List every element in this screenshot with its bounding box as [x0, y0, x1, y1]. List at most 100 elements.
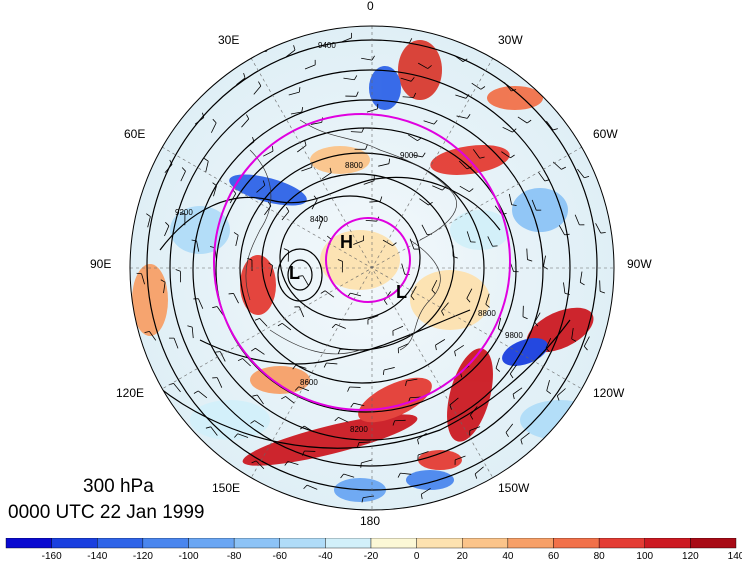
wind-barb — [466, 231, 471, 242]
wind-barb-flag — [495, 368, 501, 372]
wind-barb — [417, 62, 428, 69]
wind-barb-flag — [498, 328, 503, 332]
lon-label-30e: 30E — [218, 33, 239, 47]
wind-barb — [485, 293, 490, 305]
wind-barb-flag — [384, 300, 388, 305]
wind-barb — [361, 459, 373, 464]
wind-barb-flag — [169, 159, 173, 165]
wind-barb — [583, 336, 590, 347]
colorbar-label: -40 — [318, 551, 333, 561]
wind-barb — [194, 117, 205, 125]
wind-barb-flag — [160, 279, 166, 283]
wind-barb-flag — [246, 114, 250, 120]
wind-barb — [400, 77, 412, 82]
wind-barb — [543, 255, 546, 267]
wind-barb-flag — [442, 186, 447, 191]
wind-barb — [216, 306, 224, 316]
wind-barb-flag — [181, 167, 186, 172]
wind-barb — [173, 383, 181, 393]
wind-barb — [219, 351, 226, 362]
wind-barb-flag — [212, 118, 217, 124]
wind-barb-flag — [277, 322, 283, 327]
wind-barb-flag — [405, 380, 407, 386]
wind-barb-flag — [410, 295, 415, 301]
wind-barb-flag — [233, 232, 239, 236]
wind-barb — [318, 218, 324, 230]
wind-barb-flag — [267, 201, 272, 207]
wind-barb-flag — [304, 140, 307, 146]
wind-barb-flag — [379, 196, 383, 202]
contour-label: 9800 — [505, 331, 523, 340]
wind-barb-flag — [600, 290, 605, 294]
wind-barb-flag — [449, 404, 452, 410]
wind-barb — [466, 288, 473, 299]
wind-barb — [402, 96, 414, 98]
wind-barb-flag — [428, 201, 433, 206]
wind-barb — [378, 163, 390, 167]
wind-barb-flag — [361, 127, 365, 133]
wind-barb — [245, 141, 255, 149]
wind-barb-flag — [564, 292, 570, 295]
lon-label-0: 0 — [367, 0, 374, 13]
wind-barb-flag — [292, 364, 297, 370]
colorbar-swatch — [325, 538, 372, 549]
wind-barb — [512, 387, 523, 395]
lon-label-150e: 150E — [212, 481, 240, 495]
wind-barb — [501, 151, 511, 159]
wind-barb — [509, 364, 517, 375]
wind-barb — [382, 239, 393, 247]
wind-barb-flag — [228, 293, 234, 295]
wind-barb — [164, 225, 170, 237]
wind-barb-flag — [600, 232, 606, 234]
colorbar-swatch — [5, 538, 52, 549]
wind-barb — [545, 338, 552, 349]
wind-barb-flag — [371, 55, 375, 61]
wind-barb — [563, 282, 566, 294]
wind-barb — [454, 344, 464, 352]
wind-barb-flag — [293, 45, 296, 51]
wind-barb-flag — [512, 128, 517, 133]
wind-barb-flag — [474, 473, 478, 479]
wind-barb — [398, 41, 410, 44]
wind-barb-flag — [584, 175, 590, 179]
wind-barb-flag — [301, 107, 304, 113]
wind-barb — [474, 466, 484, 475]
wind-barb-flag — [382, 369, 385, 376]
wind-barb — [361, 57, 373, 61]
colorbar-swatch — [279, 538, 326, 549]
wind-barb-flag — [334, 417, 339, 422]
colorbar-swatch — [644, 538, 691, 549]
colorbar-label: 80 — [594, 551, 606, 561]
wind-barb — [295, 364, 307, 369]
wind-barb-flag — [283, 248, 289, 251]
wind-barb — [571, 327, 574, 339]
wind-barb — [517, 116, 528, 124]
wind-barb-flag — [571, 338, 577, 342]
wind-barb — [526, 248, 528, 260]
wind-barb — [411, 154, 423, 158]
wind-barb — [453, 54, 464, 62]
wind-barb-flag — [509, 373, 514, 379]
wind-barb — [546, 380, 550, 391]
wind-barb — [205, 161, 209, 173]
wind-barb — [558, 225, 565, 236]
wind-barb — [531, 199, 537, 211]
wind-barb-flag — [480, 86, 486, 90]
wind-barb — [469, 426, 481, 431]
wind-barb-flag — [544, 179, 550, 182]
wind-barb-flag — [417, 439, 420, 445]
wind-barb-flag — [561, 166, 567, 170]
wind-barb — [281, 322, 292, 331]
valid-time-caption: 0000 UTC 22 Jan 1999 — [8, 502, 205, 523]
wind-barb — [287, 461, 299, 466]
wind-barb-flag — [298, 87, 301, 93]
wind-barb — [367, 315, 379, 320]
wind-barb — [255, 347, 265, 355]
wind-barb — [537, 171, 546, 182]
wind-barb — [406, 378, 418, 382]
wind-barb-flag — [320, 290, 326, 294]
wind-barb-flag — [465, 94, 470, 99]
wind-barb — [164, 164, 173, 173]
wind-barb-flag — [212, 306, 218, 309]
wind-barb — [281, 211, 290, 221]
